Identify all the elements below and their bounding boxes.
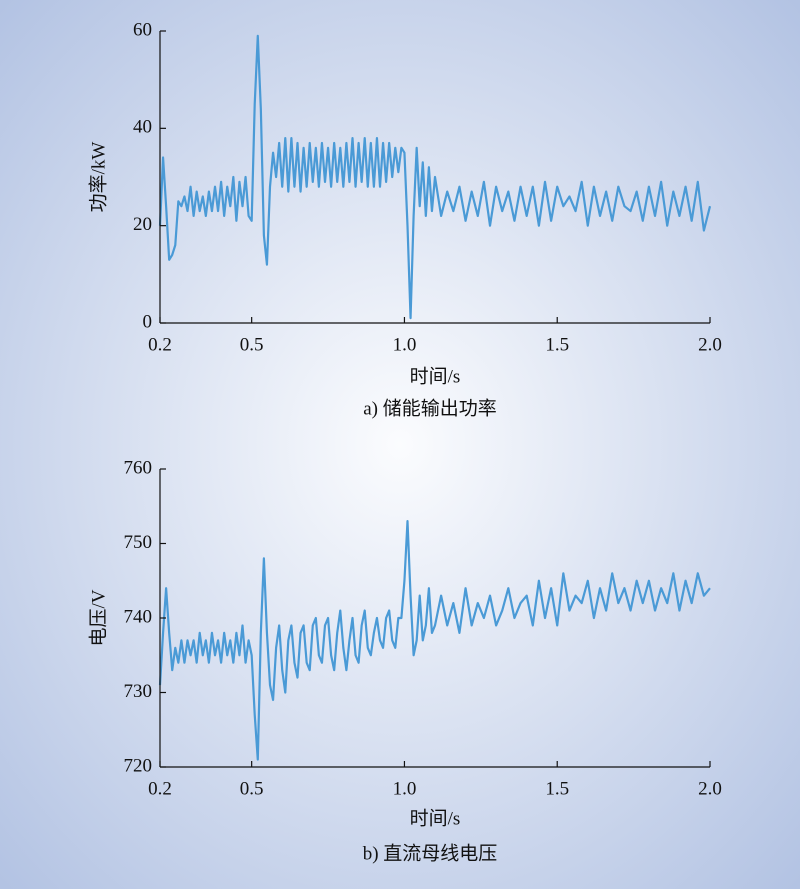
y-tick-label: 20 [133,214,152,235]
x-tick-label: 2.0 [698,334,722,355]
y-axis-label: 功率/kW [87,142,109,213]
y-tick-label: 760 [124,457,153,478]
y-axis-label: 电压/V [87,589,109,646]
caption: b) 直流母线电压 [363,842,498,864]
x-tick-label: 0.2 [148,778,172,799]
y-tick-label: 750 [124,532,153,553]
data-line [158,34,712,320]
y-tick-label: 730 [124,681,153,702]
x-tick-label: 0.5 [240,334,264,355]
x-tick-label: 1.0 [393,778,417,799]
y-tick-label: 40 [133,117,152,138]
y-tick-label: 720 [124,755,153,776]
data-line [158,520,711,761]
caption: a) 储能输出功率 [363,397,497,419]
x-tick-label: 1.5 [545,778,569,799]
y-tick-label: 0 [143,311,153,332]
x-tick-label: 2.0 [698,778,722,799]
x-tick-label: 1.5 [545,334,569,355]
x-tick-label: 0.5 [240,778,264,799]
x-tick-label: 1.0 [393,334,417,355]
y-tick-label: 60 [133,19,152,40]
y-tick-label: 740 [124,606,153,627]
x-axis-label: 时间/s [410,365,461,387]
x-axis-label: 时间/s [410,807,461,829]
x-tick-label: 0.2 [148,334,172,355]
